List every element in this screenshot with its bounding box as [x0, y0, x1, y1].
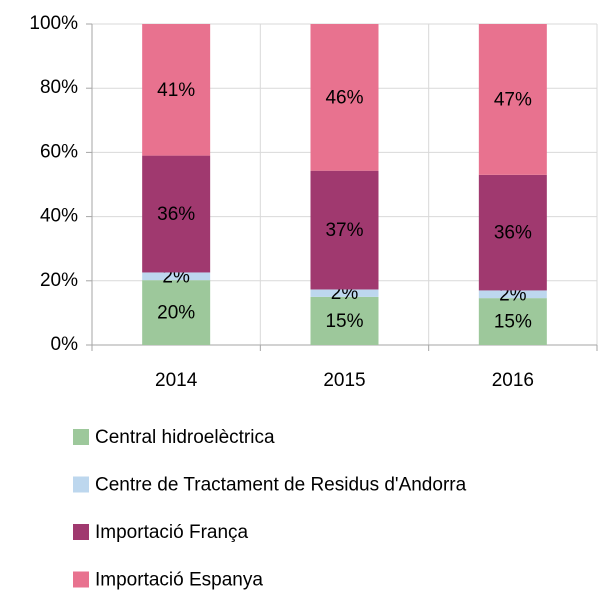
data-label: 15%: [494, 312, 532, 333]
bar-segment: [142, 272, 211, 281]
data-label: 37%: [325, 220, 363, 241]
legend-label: Importació França: [95, 522, 249, 543]
data-label: 20%: [157, 303, 195, 324]
data-label: 36%: [494, 223, 532, 244]
legend-swatch: [73, 476, 89, 493]
data-label: 41%: [157, 80, 195, 101]
bar-segment: [310, 170, 379, 290]
data-label: 46%: [325, 87, 363, 108]
bar-segment: [478, 298, 547, 345]
legend-label: Centre de Tractament de Residus d'Andorr…: [95, 475, 467, 496]
y-tick-label: 0%: [51, 334, 79, 355]
y-tick-label: 100%: [29, 13, 78, 34]
y-tick-label: 80%: [40, 77, 78, 98]
bar-segment: [478, 24, 547, 175]
y-tick-label: 60%: [40, 141, 78, 162]
y-tick-label: 20%: [40, 270, 78, 291]
bar-segment: [142, 155, 211, 273]
bar-segment: [478, 174, 547, 291]
bar-segment: [478, 290, 547, 299]
data-label: 47%: [494, 89, 532, 110]
legend-swatch: [73, 571, 89, 588]
bar-segment: [310, 296, 379, 345]
legend-swatch: [73, 429, 89, 445]
data-label: 15%: [325, 311, 363, 332]
x-tick-label: 2016: [492, 370, 534, 391]
legend-swatch: [73, 524, 89, 540]
legend-label: Central hidroelèctrica: [95, 427, 275, 448]
bar-segment: [142, 280, 211, 345]
data-label: 36%: [157, 204, 195, 225]
y-tick-label: 40%: [40, 206, 78, 227]
x-tick-label: 2014: [155, 370, 198, 391]
bar-segment: [142, 24, 211, 156]
bar-segment: [310, 289, 379, 297]
bar-segment: [310, 24, 379, 171]
legend-label: Importació Espanya: [95, 570, 263, 591]
x-tick-label: 2015: [323, 370, 365, 391]
